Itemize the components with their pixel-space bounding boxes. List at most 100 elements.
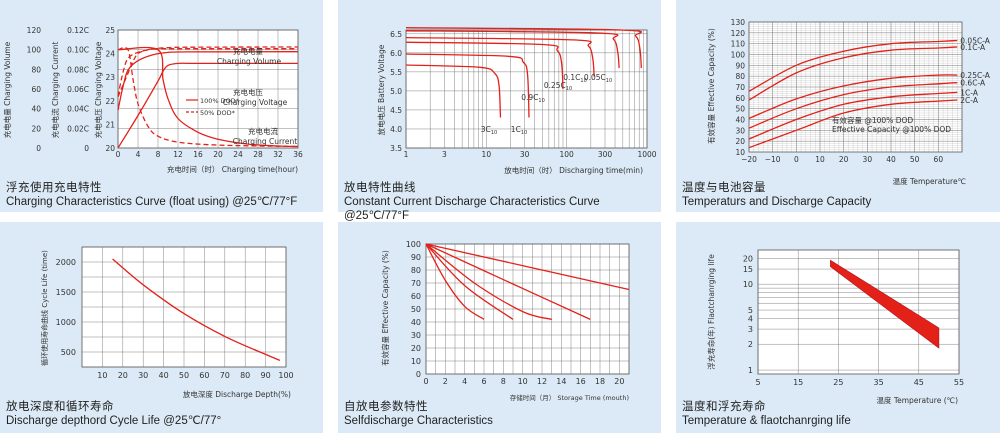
caption-en: Selfdischarge Characteristics — [344, 415, 493, 427]
series-2C-A — [748, 99, 958, 149]
panel-self-discharge: 0 2 4 6 8 10 12 14 16 18 20 0 10 20 30 40 50 60 70 80 90 100 有… — [338, 222, 661, 433]
current-tick-label: 0.08C — [67, 65, 89, 74]
x-tick-label: 10 — [482, 150, 492, 159]
y-tick-label: 50 — [735, 105, 745, 114]
y-tick-label: 50 — [411, 305, 421, 314]
y-tick-label: 5.0 — [390, 87, 402, 96]
annotation-volume-en: Charging Volume — [217, 57, 282, 66]
chart-charging: 0 4 8 12 16 20 24 28 32 3602040608010012000.02C0.… — [2, 26, 303, 174]
series-label-0.9C: 0.9C10 — [521, 93, 545, 104]
y-axis-title: 有效容量 Effective Capacity (%) — [380, 250, 390, 366]
x-tick-label: 80 — [240, 371, 250, 380]
caption-zh: 温度与电池容量 — [682, 182, 766, 194]
y-tick-label: 5.5 — [390, 68, 402, 77]
voltage-axis-title: 充电电压 Charging Voltage — [93, 41, 103, 138]
y-tick-label: 4.0 — [390, 125, 402, 134]
annotation-volume-zh: 充电电量 — [233, 46, 263, 56]
y-tick-label: 60 — [411, 292, 421, 301]
current-tick-label: 0.10C — [67, 46, 89, 55]
x-tick-label: 20 — [118, 371, 128, 380]
x-tick-label: 5 — [755, 378, 760, 387]
chart-cycle-life: 10 20 30 40 50 60 70 80 90 100 500 1000 1500 2000 循环使用… — [40, 246, 294, 399]
y-tick-label: 6.5 — [390, 30, 402, 39]
panel-float-life: 5 15 25 35 45 55 1 2 3 4 5 10 15 20 浮充寿命(年) Flaotchanr… — [676, 222, 1000, 433]
caption-zh: 温度和浮充寿命 — [682, 401, 766, 413]
x-tick-label: 70 — [220, 371, 230, 380]
y-tick-label: 20 — [735, 137, 745, 146]
x-tick-label: 300 — [598, 150, 613, 159]
volume-tick-label: 0 — [36, 144, 41, 153]
series-1C-A — [748, 91, 958, 140]
series-current-50dod — [117, 46, 299, 148]
y-tick-label: 80 — [735, 72, 745, 81]
x-tick-label: 6 — [481, 377, 486, 386]
series-s3 — [425, 243, 552, 321]
x-tick-label: 30 — [863, 155, 873, 164]
x-tick-label: 15 — [793, 378, 803, 387]
x-tick-label: 32 — [273, 150, 283, 159]
series-label-0.05C: 0.05C10 — [584, 73, 612, 84]
x-tick-label: 100 — [278, 371, 293, 380]
x-axis-title: 放电时间（时） Discharging time(min) — [504, 165, 643, 175]
series-label-0.1C-A: 0.1C-A — [960, 43, 986, 52]
x-tick-label: −20 — [741, 155, 757, 164]
y-tick-label: 130 — [731, 18, 746, 27]
x-tick-label: 20 — [213, 150, 223, 159]
series-current-100dod — [117, 46, 299, 148]
x-tick-label: 50 — [910, 155, 920, 164]
legend-label-50dod: 50% DOD* — [200, 109, 236, 117]
caption: 放电特性曲线 Constant Current Discharge Charac… — [344, 181, 661, 223]
x-tick-label: 36 — [293, 150, 303, 159]
caption-zh: 自放电参数特性 — [344, 401, 428, 413]
y-tick-label: 10 — [743, 280, 753, 289]
x-tick-label: 8 — [501, 377, 506, 386]
x-tick-label: 12 — [173, 150, 183, 159]
series-0.05C — [405, 27, 643, 69]
series-label-3C: 3C10 — [481, 125, 497, 136]
y-tick-label: 70 — [411, 279, 421, 288]
voltage-tick-label: 22 — [105, 97, 115, 106]
y-tick-label: 20 — [743, 254, 753, 263]
caption: 自放电参数特性 Selfdischarge Characteristics — [344, 400, 493, 428]
x-tick-label: 55 — [954, 378, 964, 387]
x-tick-label: 18 — [595, 377, 605, 386]
caption-zh: 放电深度和循环寿命 — [6, 401, 114, 413]
x-tick-label: 0 — [794, 155, 799, 164]
caption: 温度和浮充寿命 Temperature & flaotchanrging lif… — [682, 400, 851, 428]
panel-charging: 0 4 8 12 16 20 24 28 32 36 0 20 40 60 80 100 120 0 0.02C 0.… — [0, 0, 323, 212]
y-tick-label: 30 — [735, 126, 745, 135]
current-tick-label: 0.02C — [67, 124, 89, 133]
y-tick-label: 500 — [61, 348, 76, 357]
float-life-band — [830, 259, 940, 349]
y-tick-label: 1 — [748, 366, 753, 375]
volume-tick-label: 20 — [31, 124, 41, 133]
caption: 放电深度和循环寿命 Discharge depthord Cycle Life … — [6, 400, 221, 428]
y-tick-label: 40 — [735, 116, 745, 125]
x-tick-label: 20 — [839, 155, 849, 164]
x-tick-label: 100 — [560, 150, 575, 159]
y-axis-title: 浮充寿命(年) Flaotchanrging life — [706, 254, 716, 370]
series-label-subscript: 10 — [580, 78, 586, 84]
panel-temperature: −20 −10 0 10 20 30 40 50 60 10 20 30 40 50 60 70 80 90 100… — [676, 0, 1000, 212]
series-1C — [405, 53, 530, 118]
y-tick-label: 80 — [411, 266, 421, 275]
panel-cycle-life: 10 20 30 40 50 60 70 80 90 100 500 1000 1500 2000 循环使用… — [0, 222, 323, 433]
legend-label-100dod: 100% DOD* — [200, 97, 240, 105]
series-s5 — [425, 243, 485, 320]
panel-discharge: 1 3 10 30 100 300 1000 3.5 4.0 4.5 5.0 5.5 6.0 6.5 放电电… — [338, 0, 661, 222]
series-label-0.25C: 0.25C10 — [544, 81, 572, 92]
y-tick-label: 0 — [416, 370, 421, 379]
x-axis-title: 温度 Temperature℃ — [893, 176, 966, 186]
x-tick-label: 0 — [116, 150, 121, 159]
x-tick-label: 4 — [462, 377, 467, 386]
y-tick-label: 4 — [748, 314, 753, 323]
x-axis-title: 放电深度 Discharge Depth(%) — [183, 389, 291, 399]
voltage-tick-label: 24 — [105, 50, 115, 59]
series-3C — [405, 64, 502, 118]
series-label-0.25C-A: 0.25C-A — [960, 71, 990, 80]
x-tick-label: 10 — [97, 371, 107, 380]
x-tick-label: 45 — [914, 378, 924, 387]
annotation-voltage-en: Charging Voltage — [223, 98, 288, 107]
series-cycle-life — [112, 258, 281, 362]
y-tick-label: 90 — [735, 61, 745, 70]
